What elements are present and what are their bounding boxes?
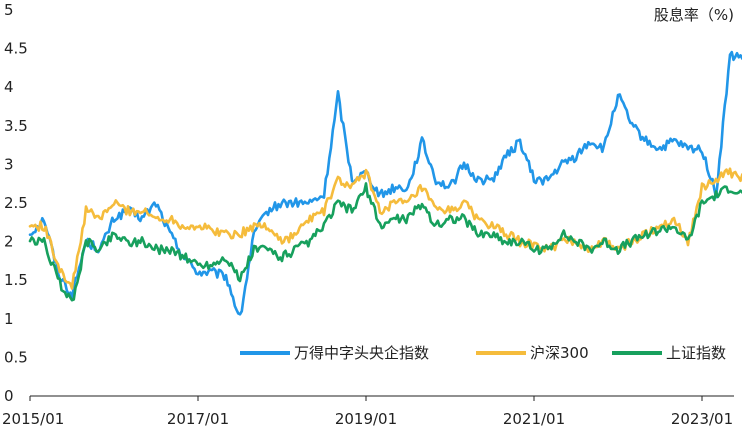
y-tick-label: 3 <box>4 155 14 173</box>
series-line-0 <box>28 50 742 316</box>
x-axis-ticks: 2015/01 2017/01 2019/01 2021/01 2023/01 <box>2 396 733 428</box>
y-tick-label: 1 <box>4 310 14 328</box>
x-tick-label: 2017/01 <box>167 410 229 428</box>
y-tick-label: 4.5 <box>4 40 28 58</box>
y-tick-label: 1.5 <box>4 271 28 289</box>
legend-item: 上证指数 <box>612 344 726 362</box>
y-tick-label: 0.5 <box>4 348 28 366</box>
y-tick-label: 0 <box>4 387 14 405</box>
series-lines <box>28 50 742 316</box>
y-axis-ticks: 0 0.5 1 1.5 2 2.5 3 3.5 4 4.5 5 <box>4 1 28 405</box>
legend-label: 上证指数 <box>666 344 726 362</box>
x-tick-label: 2019/01 <box>335 410 397 428</box>
series-line-1 <box>28 167 742 290</box>
y-tick-label: 5 <box>4 1 14 19</box>
y-tick-label: 2.5 <box>4 194 28 212</box>
x-tick-label: 2015/01 <box>2 410 64 428</box>
series-line-2 <box>28 182 742 302</box>
y-tick-label: 4 <box>4 78 14 96</box>
legend: 万得中字头央企指数 沪深300 上证指数 <box>240 344 726 362</box>
x-tick-label: 2023/01 <box>671 410 733 428</box>
legend-label: 沪深300 <box>530 344 589 362</box>
y-tick-label: 3.5 <box>4 117 28 135</box>
legend-label: 万得中字头央企指数 <box>294 344 429 362</box>
legend-item: 沪深300 <box>476 344 589 362</box>
y-axis-unit-label: 股息率（%) <box>654 6 734 24</box>
x-tick-label: 2021/01 <box>503 410 565 428</box>
y-tick-label: 2 <box>4 233 14 251</box>
legend-item: 万得中字头央企指数 <box>240 344 429 362</box>
